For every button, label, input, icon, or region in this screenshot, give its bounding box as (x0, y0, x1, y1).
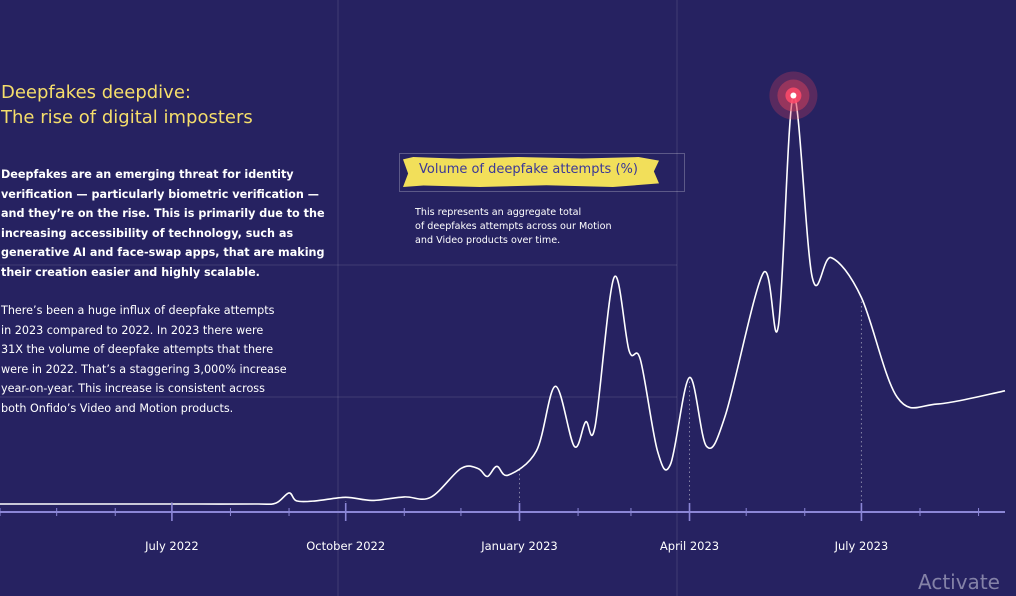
x-axis-tick-label: April 2023 (660, 539, 719, 553)
intro-bold-line: their creation easier and highly scalabl… (1, 265, 260, 279)
legend-highlight (403, 157, 659, 187)
chart-note-line: and Video products over time. (415, 235, 561, 246)
x-axis-tick-label: July 2022 (144, 539, 199, 553)
intro-bold-line: and they’re on the rise. This is primari… (1, 207, 325, 220)
intro-bold-line: generative AI and face-swap apps, that a… (1, 246, 325, 259)
intro-regular-paragraph: There’s been a huge influx of deepfake a… (1, 301, 301, 418)
chart-gridlines (0, 0, 678, 596)
intro-regular-line: There’s been a huge influx of deepfake a… (1, 304, 275, 317)
intro-regular-line: both Onfido’s Video and Motion products. (1, 401, 234, 415)
chart-note: This represents an aggregate total of de… (415, 206, 655, 248)
x-axis-tick-label: January 2023 (480, 539, 558, 553)
legend-frame (399, 153, 685, 192)
title-line-1: Deepfakes deepdive: (1, 82, 191, 103)
title-line-2: The rise of digital imposters (1, 107, 253, 128)
legend-label: Volume of deepfake attempts (%) (419, 162, 638, 177)
intro-regular-line: 31X the volume of deepfake attempts that… (1, 343, 274, 356)
intro-regular-line: were in 2022. That’s a staggering 3,000%… (1, 362, 287, 376)
intro-bold-paragraph: Deepfakes are an emerging threat for ide… (1, 165, 325, 282)
x-axis-tick-label: July 2023 (834, 539, 889, 553)
intro-bold-line: increasing accessibility of technology, … (1, 226, 294, 240)
intro-regular-line: year-on-year. This increase is consisten… (1, 382, 265, 395)
chart-note-line: of deepfakes attempts across our Motion (415, 221, 612, 232)
activate-watermark: Activate (918, 570, 1000, 594)
page-title: Deepfakes deepdive: The rise of digital … (1, 80, 331, 130)
chart-note-line: This represents an aggregate total (415, 207, 582, 218)
intro-bold-line: verification — particularly biometric ve… (1, 187, 319, 201)
intro-regular-line: in 2023 compared to 2022. In 2023 there … (1, 323, 264, 337)
x-axis-tick-label: October 2022 (306, 539, 385, 553)
x-axis-ticks (0, 503, 980, 521)
x-axis-tick-labels: July 2022 October 2022 January 2023 April 2… (144, 539, 888, 553)
peak-marker (769, 71, 818, 120)
intro-bold-line: Deepfakes are an emerging threat for ide… (1, 168, 294, 181)
